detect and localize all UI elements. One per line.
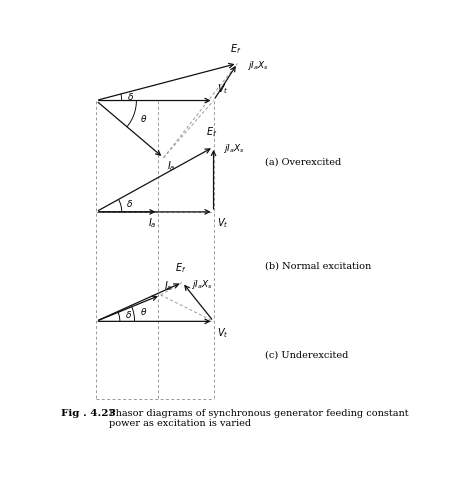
Text: $V_t$: $V_t$ bbox=[217, 217, 229, 230]
Text: (a) Overexcited: (a) Overexcited bbox=[265, 157, 341, 166]
Text: Phasor diagrams of synchronous generator feeding constant
power as excitation is: Phasor diagrams of synchronous generator… bbox=[109, 409, 409, 428]
Text: $\theta$: $\theta$ bbox=[140, 307, 147, 318]
Text: $V_t$: $V_t$ bbox=[217, 326, 229, 340]
Text: $jI_aX_s$: $jI_aX_s$ bbox=[246, 59, 268, 72]
Text: $I_a$: $I_a$ bbox=[148, 216, 156, 230]
Text: $jI_aX_s$: $jI_aX_s$ bbox=[191, 278, 213, 291]
Text: Fig . 4.23: Fig . 4.23 bbox=[61, 409, 116, 417]
Text: $I_a$: $I_a$ bbox=[167, 160, 176, 174]
Text: $jI_aX_s$: $jI_aX_s$ bbox=[223, 142, 245, 155]
Text: $E_f$: $E_f$ bbox=[206, 126, 218, 139]
Text: $\delta$: $\delta$ bbox=[126, 198, 133, 209]
Text: $E_f$: $E_f$ bbox=[230, 42, 241, 56]
Text: $\delta$: $\delta$ bbox=[127, 91, 134, 102]
Text: $V_t$: $V_t$ bbox=[217, 82, 229, 96]
Text: $\delta$: $\delta$ bbox=[125, 309, 132, 320]
Text: $I_a$: $I_a$ bbox=[164, 279, 173, 293]
Text: (c) Underexcited: (c) Underexcited bbox=[265, 350, 348, 359]
Text: (b) Normal excitation: (b) Normal excitation bbox=[265, 261, 371, 270]
Text: $E_f$: $E_f$ bbox=[175, 261, 186, 275]
Text: $\theta$: $\theta$ bbox=[140, 112, 147, 123]
